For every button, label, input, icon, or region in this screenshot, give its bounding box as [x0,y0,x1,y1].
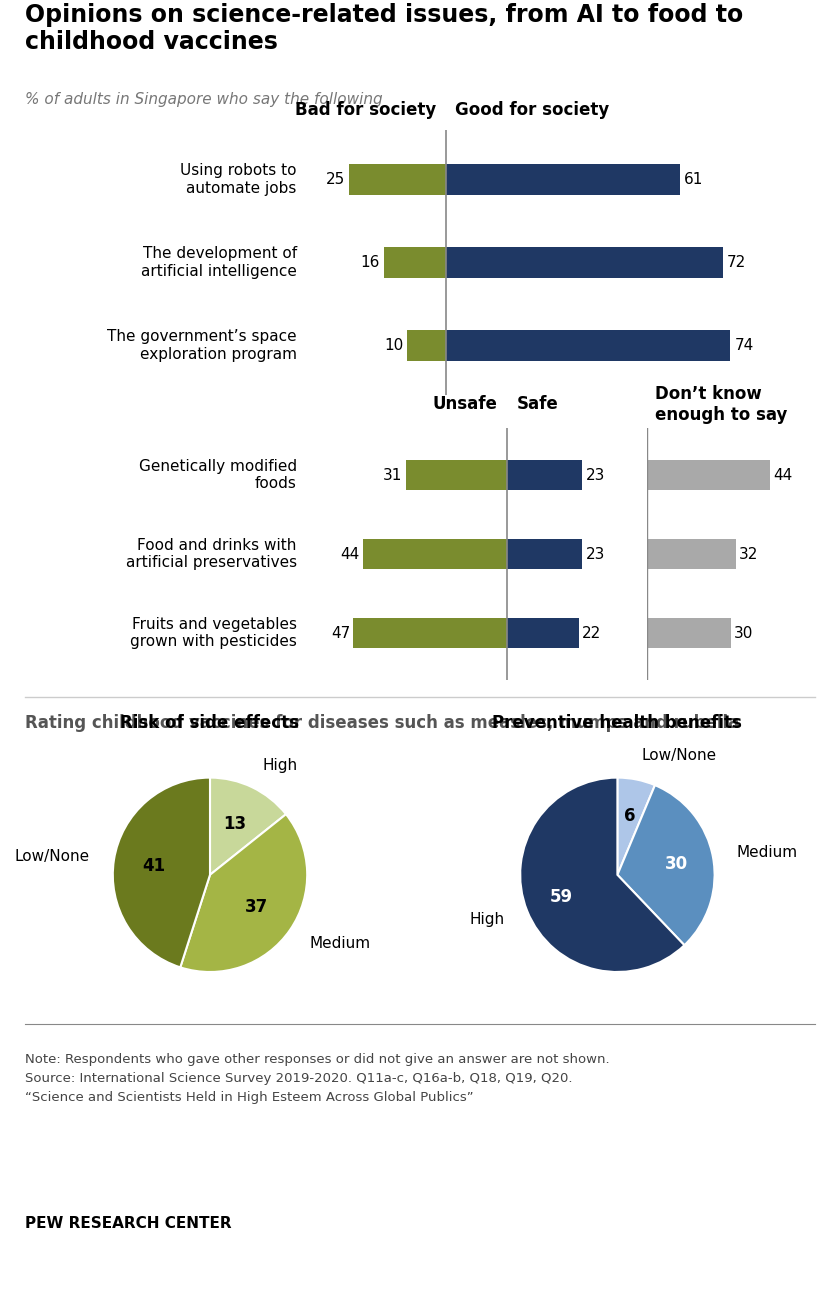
Text: 37: 37 [244,898,268,916]
Text: 25: 25 [326,172,345,187]
Text: Good for society: Good for society [454,101,609,119]
Text: Medium: Medium [737,845,798,861]
Text: 22: 22 [582,626,601,640]
Text: 30: 30 [665,855,688,874]
Text: Unsafe: Unsafe [433,395,498,413]
Text: 72: 72 [727,255,746,270]
Text: Genetically modified
foods: Genetically modified foods [139,459,297,491]
Bar [647,460,770,490]
Bar [507,539,582,569]
Text: PEW RESEARCH CENTER: PEW RESEARCH CENTER [25,1216,232,1231]
Text: 47: 47 [331,626,350,640]
Wedge shape [520,778,685,972]
Text: 6: 6 [623,806,635,824]
Bar [354,618,507,648]
Text: 44: 44 [773,468,792,482]
Wedge shape [617,785,715,945]
Wedge shape [181,814,307,972]
Text: Note: Respondents who gave other responses or did not give an answer are not sho: Note: Respondents who gave other respons… [25,1052,610,1104]
Bar [349,163,445,196]
Text: 74: 74 [734,338,753,353]
Bar [507,460,582,490]
Text: 44: 44 [341,547,360,561]
Text: 23: 23 [585,468,605,482]
Text: 10: 10 [384,338,403,353]
Text: 23: 23 [585,547,605,561]
Bar [445,246,722,279]
Wedge shape [113,778,210,967]
Bar [647,539,737,569]
Bar [407,329,445,362]
Text: High: High [263,758,298,772]
Text: Low/None: Low/None [642,748,717,763]
Text: High: High [470,912,505,928]
Wedge shape [617,778,655,875]
Bar [507,618,579,648]
Bar [363,539,507,569]
Text: 30: 30 [733,626,753,640]
Text: 16: 16 [360,255,381,270]
Text: Don’t know
enough to say: Don’t know enough to say [655,385,788,424]
Wedge shape [210,778,286,875]
Text: Using robots to
automate jobs: Using robots to automate jobs [181,163,297,196]
Text: Opinions on science-related issues, from AI to food to
childhood vaccines: Opinions on science-related issues, from… [25,3,743,54]
Text: 61: 61 [685,172,704,187]
Text: Safe: Safe [517,395,558,413]
Text: 31: 31 [383,468,402,482]
Text: The development of
artificial intelligence: The development of artificial intelligen… [141,246,297,279]
Text: The government’s space
exploration program: The government’s space exploration progr… [108,329,297,362]
Text: % of adults in Singapore who say the following: % of adults in Singapore who say the fol… [25,92,383,106]
Text: 59: 59 [550,888,573,906]
Bar [384,246,445,279]
Text: Low/None: Low/None [15,849,90,863]
Text: Medium: Medium [310,936,371,951]
Text: 41: 41 [143,857,165,875]
Title: Risk of side effects: Risk of side effects [120,714,300,732]
Bar [445,163,680,196]
Text: Bad for society: Bad for society [295,101,436,119]
Text: Rating childhood vaccines for diseases such as measles, mumps and rubella: Rating childhood vaccines for diseases s… [25,714,739,731]
Text: 13: 13 [223,815,246,833]
Text: Fruits and vegetables
grown with pesticides: Fruits and vegetables grown with pestici… [130,617,297,649]
Bar [647,618,731,648]
Bar [406,460,507,490]
Text: 32: 32 [739,547,759,561]
Bar [445,329,731,362]
Text: Food and drinks with
artificial preservatives: Food and drinks with artificial preserva… [126,538,297,570]
Title: Preventive health benefits: Preventive health benefits [492,714,743,732]
